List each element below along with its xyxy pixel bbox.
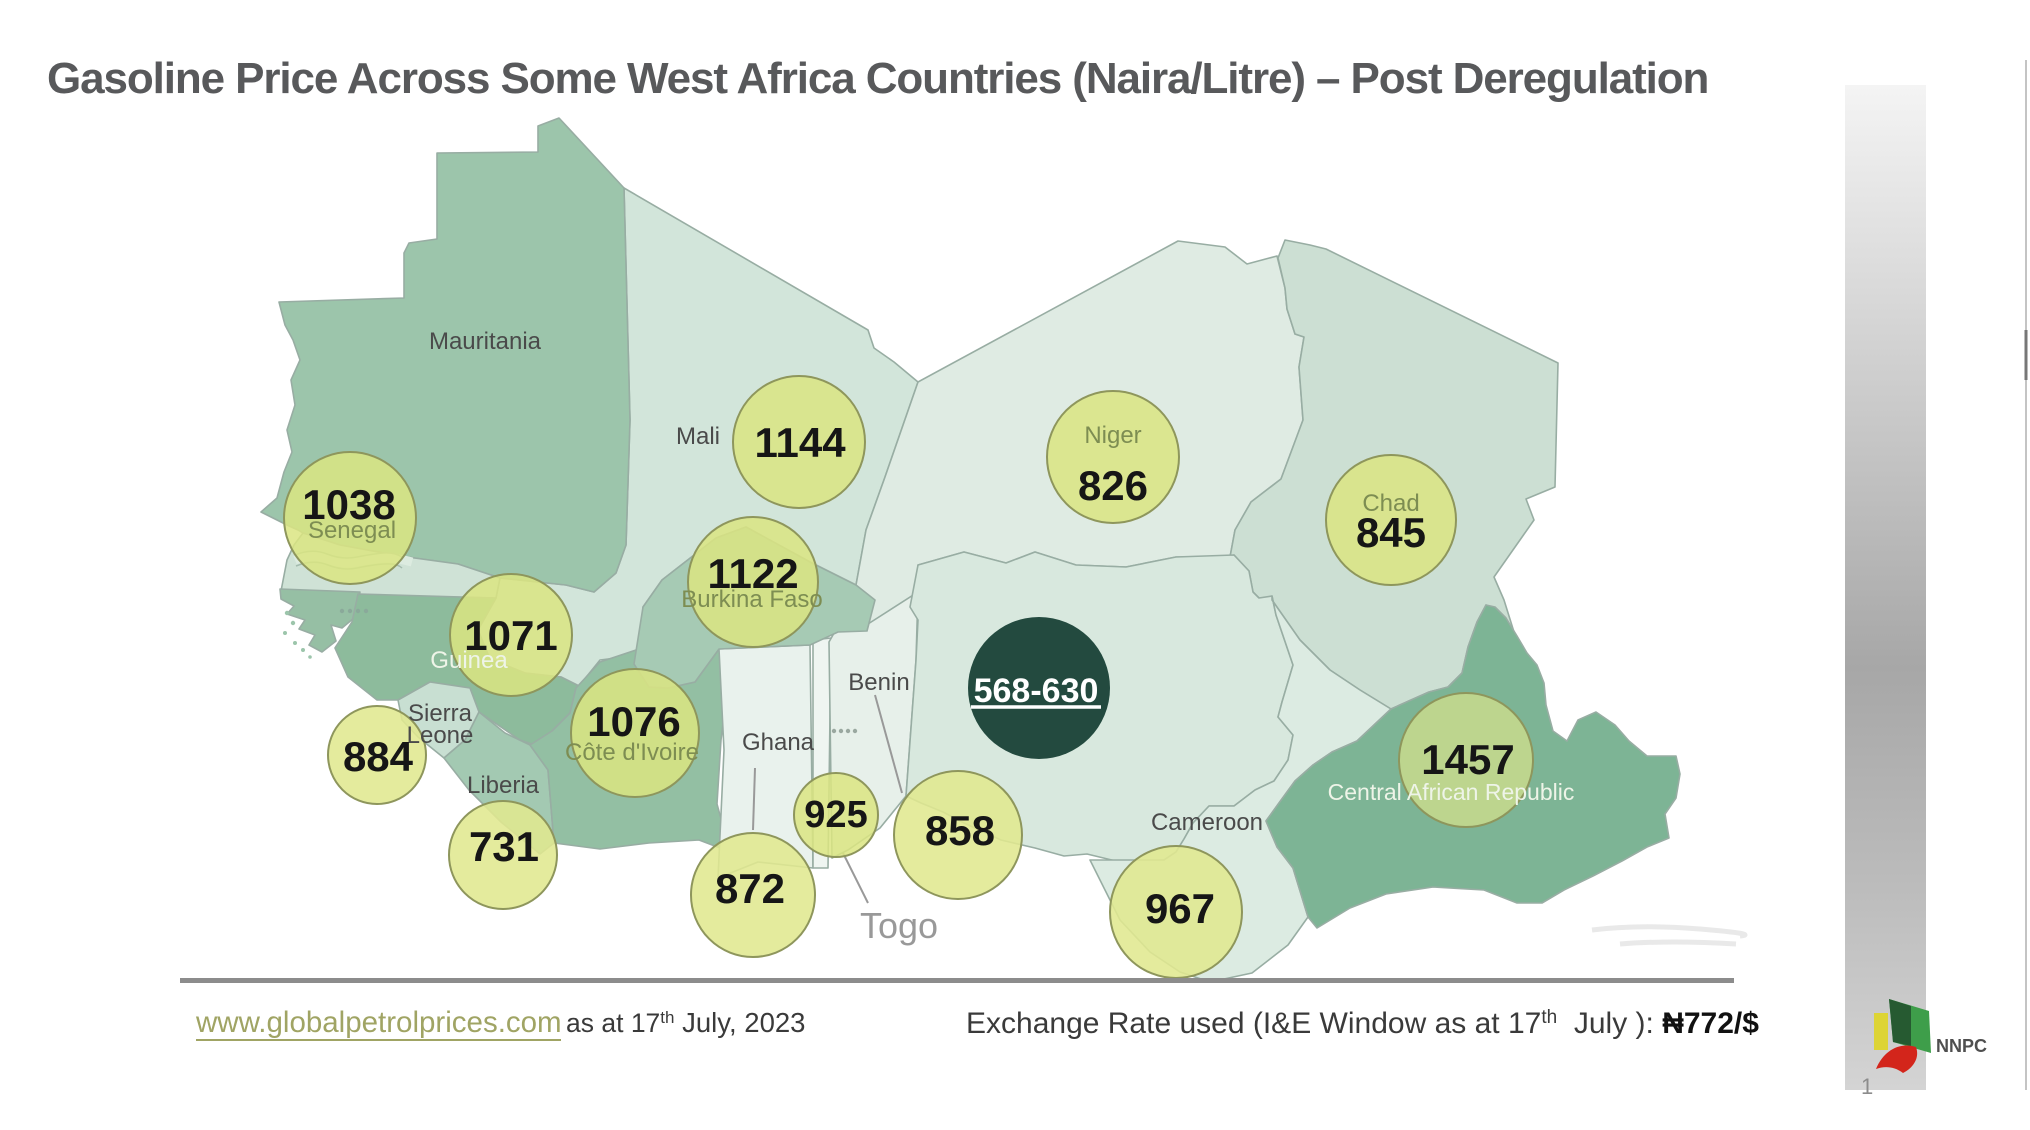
svg-text:1076: 1076: [587, 698, 680, 745]
svg-text:www.globalpetrolprices.com: www.globalpetrolprices.com: [195, 1006, 562, 1039]
svg-text:826: 826: [1078, 462, 1148, 509]
svg-text:Chad: Chad: [1362, 490, 1419, 517]
svg-text:Mali: Mali: [676, 423, 720, 450]
svg-text:Mauritania: Mauritania: [429, 328, 542, 355]
svg-text:858: 858: [925, 807, 995, 854]
svg-text:Sierra: Sierra: [408, 700, 473, 727]
svg-text:Gasoline Price Across Some Wes: Gasoline Price Across Some West Africa C…: [47, 54, 1708, 103]
svg-text:Senegal: Senegal: [308, 517, 396, 544]
svg-text:Côte d'Ivoire: Côte d'Ivoire: [565, 739, 699, 766]
svg-text:Cameroon: Cameroon: [1151, 809, 1263, 836]
svg-text:1: 1: [1861, 1074, 1873, 1099]
svg-text:Burkina Faso: Burkina Faso: [681, 586, 822, 613]
svg-text:845: 845: [1356, 509, 1426, 556]
svg-text:Central African Republic: Central African Republic: [1328, 779, 1575, 805]
svg-text:Benin: Benin: [848, 669, 909, 696]
svg-text:NNPC: NNPC: [1936, 1036, 1987, 1056]
svg-text:1144: 1144: [754, 419, 846, 466]
svg-text:Liberia: Liberia: [467, 772, 540, 799]
svg-text:Togo: Togo: [860, 905, 938, 946]
svg-text:Guinea: Guinea: [430, 647, 508, 674]
svg-text:925: 925: [804, 794, 867, 836]
svg-text:Ghana: Ghana: [742, 729, 815, 756]
svg-text:731: 731: [469, 823, 539, 870]
svg-text:Leone: Leone: [407, 722, 474, 749]
svg-text:Exchange Rate used (I&E Windo: Exchange Rate used (I&E Window as at 17t…: [966, 1007, 1759, 1040]
svg-text:884: 884: [343, 733, 414, 780]
svg-text:as at 17th July, 2023: as at 17th July, 2023: [566, 1007, 805, 1038]
svg-text:Niger: Niger: [1084, 422, 1141, 449]
svg-text:872: 872: [715, 865, 785, 912]
svg-text:1038: 1038: [302, 481, 395, 528]
svg-text:568-630: 568-630: [974, 672, 1099, 710]
svg-text:967: 967: [1145, 885, 1215, 932]
svg-text:1071: 1071: [464, 612, 557, 659]
svg-text:1122: 1122: [707, 550, 798, 597]
svg-text:1457: 1457: [1421, 736, 1514, 783]
